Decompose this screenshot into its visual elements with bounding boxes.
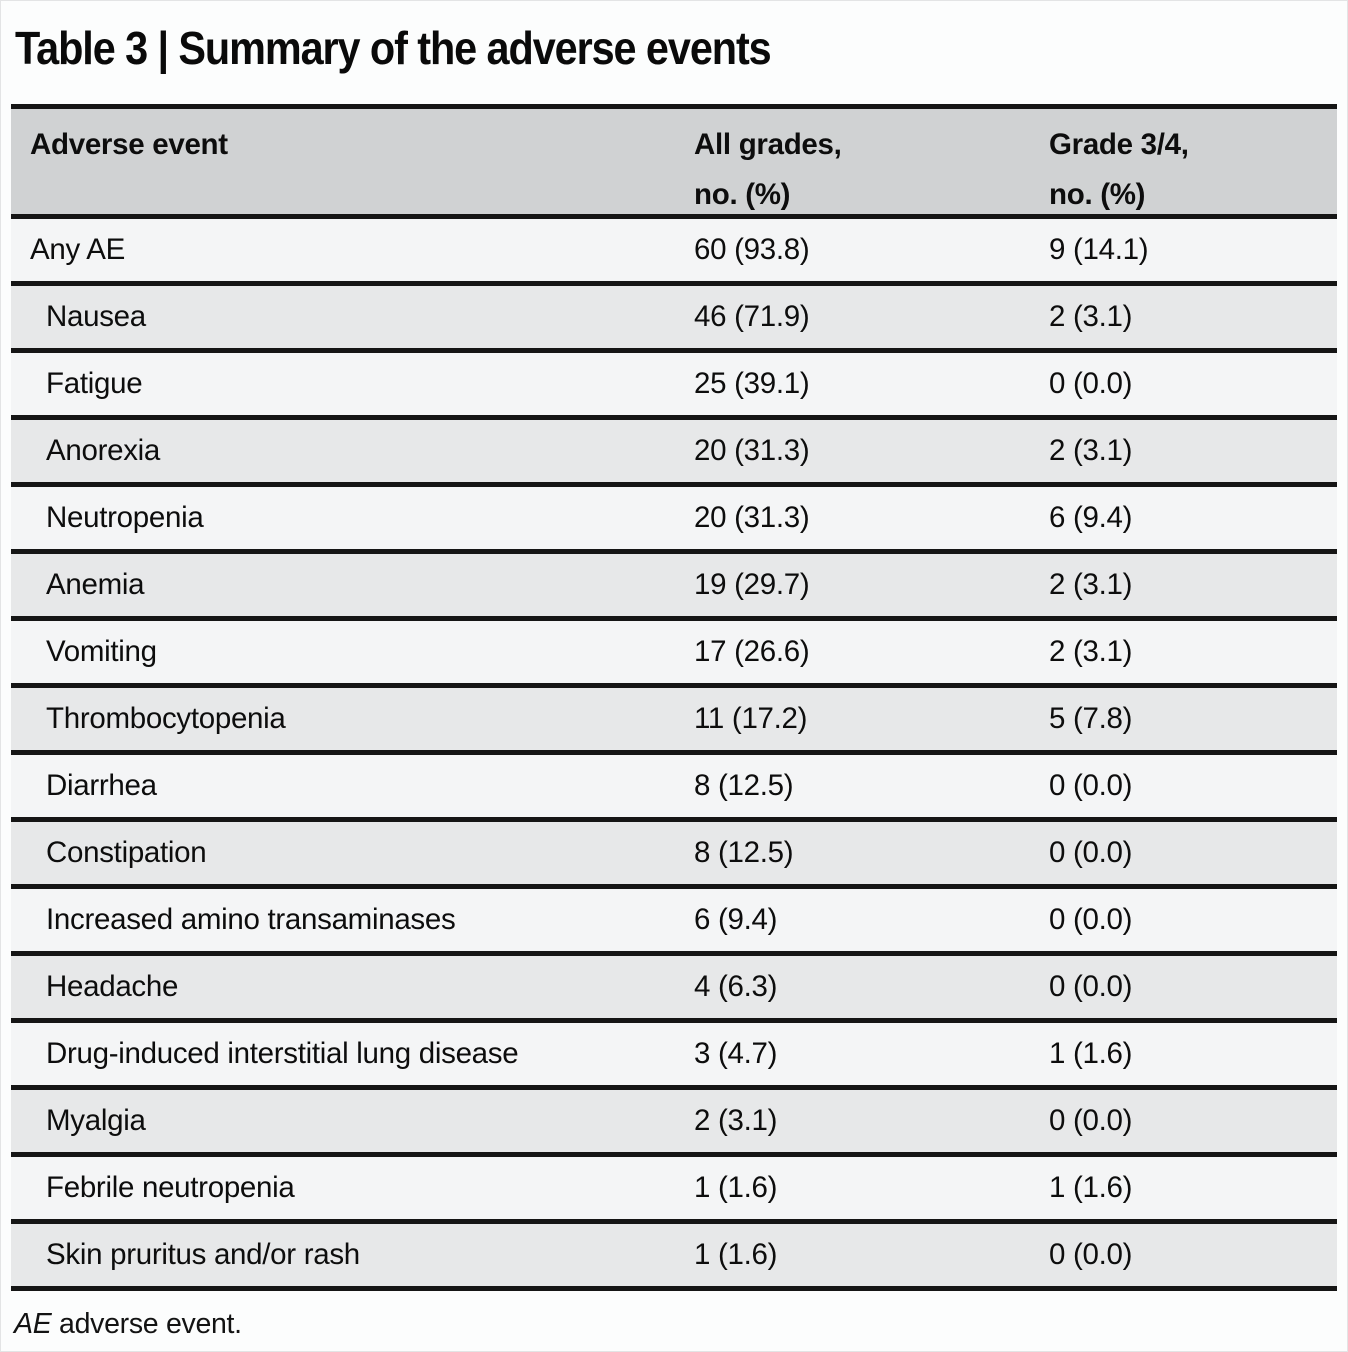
adverse-event-label: Anorexia bbox=[46, 434, 161, 467]
all-grades-value: 20 (31.3) bbox=[694, 434, 810, 467]
grade-3-4-value: 0 (0.0) bbox=[1049, 1238, 1133, 1271]
table-row: Vomiting 17 (26.6) 2 (3.1) bbox=[11, 621, 1337, 688]
adverse-event-label: Any AE bbox=[30, 233, 125, 266]
adverse-event-label: Increased amino transaminases bbox=[46, 903, 456, 936]
all-grades-value: 2 (3.1) bbox=[694, 1104, 778, 1137]
all-grades-value: 20 (31.3) bbox=[694, 501, 810, 534]
adverse-event-label: Skin pruritus and/or rash bbox=[46, 1238, 360, 1271]
adverse-event-label: Nausea bbox=[46, 300, 146, 333]
grade-3-4-value: 0 (0.0) bbox=[1049, 970, 1133, 1003]
adverse-events-table: Adverse event All grades, no. (%) Grade … bbox=[11, 104, 1337, 1291]
all-grades-value: 6 (9.4) bbox=[694, 903, 778, 936]
adverse-event-label: Febrile neutropenia bbox=[46, 1171, 295, 1204]
all-grades-value: 8 (12.5) bbox=[694, 769, 794, 802]
column-header-adverse-event: Adverse event bbox=[30, 128, 228, 161]
adverse-event-label: Myalgia bbox=[46, 1104, 146, 1137]
grade-3-4-value: 0 (0.0) bbox=[1049, 1104, 1133, 1137]
table-row: Nausea 46 (71.9) 2 (3.1) bbox=[11, 286, 1337, 353]
adverse-event-label: Thrombocytopenia bbox=[46, 702, 286, 735]
column-header-all-grades: All grades, no. (%) bbox=[694, 128, 842, 211]
adverse-event-label: Neutropenia bbox=[46, 501, 204, 534]
table-row: Febrile neutropenia 1 (1.6) 1 (1.6) bbox=[11, 1157, 1337, 1224]
grade-3-4-value: 6 (9.4) bbox=[1049, 501, 1133, 534]
grade-3-4-value: 1 (1.6) bbox=[1049, 1037, 1133, 1070]
adverse-event-label: Drug-induced interstitial lung disease bbox=[46, 1037, 519, 1070]
footnote-abbreviation: AE bbox=[14, 1308, 52, 1340]
adverse-event-label: Fatigue bbox=[46, 367, 143, 400]
grade-3-4-value: 2 (3.1) bbox=[1049, 434, 1133, 467]
grade-3-4-value: 0 (0.0) bbox=[1049, 769, 1133, 802]
table-header-row: Adverse event All grades, no. (%) Grade … bbox=[11, 109, 1337, 219]
grade-3-4-value: 0 (0.0) bbox=[1049, 836, 1133, 869]
table-row: Increased amino transaminases 6 (9.4) 0 (0… bbox=[11, 889, 1337, 956]
adverse-event-label: Diarrhea bbox=[46, 769, 157, 802]
table-row: Diarrhea 8 (12.5) 0 (0.0) bbox=[11, 755, 1337, 822]
table-row: Fatigue 25 (39.1) 0 (0.0) bbox=[11, 353, 1337, 420]
all-grades-value: 1 (1.6) bbox=[694, 1238, 778, 1271]
table-row: Headache 4 (6.3) 0 (0.0) bbox=[11, 956, 1337, 1023]
table-footnote: AE adverse event. bbox=[14, 1308, 1347, 1341]
table-body: Any AE 60 (93.8) 9 (14.1) Nausea 46 (71.9) 2 … bbox=[11, 219, 1337, 1291]
all-grades-value: 25 (39.1) bbox=[694, 367, 810, 400]
grade-3-4-value: 9 (14.1) bbox=[1049, 233, 1149, 266]
all-grades-value: 3 (4.7) bbox=[694, 1037, 778, 1070]
all-grades-value: 19 (29.7) bbox=[694, 568, 810, 601]
table-row: Anorexia 20 (31.3) 2 (3.1) bbox=[11, 420, 1337, 487]
all-grades-value: 8 (12.5) bbox=[694, 836, 794, 869]
adverse-event-label: Constipation bbox=[46, 836, 207, 869]
adverse-event-label: Headache bbox=[46, 970, 179, 1003]
table-row: Neutropenia 20 (31.3) 6 (9.4) bbox=[11, 487, 1337, 554]
table-row: Skin pruritus and/or rash 1 (1.6) 0 (0.0) bbox=[11, 1224, 1337, 1291]
adverse-event-label: Anemia bbox=[46, 568, 145, 601]
all-grades-value: 60 (93.8) bbox=[694, 233, 810, 266]
table-row: Myalgia 2 (3.1) 0 (0.0) bbox=[11, 1090, 1337, 1157]
table-title: Table 3 | Summary of the adverse events bbox=[15, 22, 772, 74]
all-grades-value: 46 (71.9) bbox=[694, 300, 810, 333]
grade-3-4-value: 5 (7.8) bbox=[1049, 702, 1133, 735]
all-grades-value: 17 (26.6) bbox=[694, 635, 810, 668]
grade-3-4-value: 1 (1.6) bbox=[1049, 1171, 1133, 1204]
grade-3-4-value: 0 (0.0) bbox=[1049, 903, 1133, 936]
table-row: Constipation 8 (12.5) 0 (0.0) bbox=[11, 822, 1337, 889]
grade-3-4-value: 2 (3.1) bbox=[1049, 300, 1133, 333]
column-header-grade-3-4: Grade 3/4, no. (%) bbox=[1049, 128, 1189, 211]
all-grades-value: 4 (6.3) bbox=[694, 970, 778, 1003]
table-row: Thrombocytopenia 11 (17.2) 5 (7.8) bbox=[11, 688, 1337, 755]
table-row: Anemia 19 (29.7) 2 (3.1) bbox=[11, 554, 1337, 621]
footnote-text: adverse event. bbox=[59, 1308, 242, 1340]
table-row: Any AE 60 (93.8) 9 (14.1) bbox=[11, 219, 1337, 286]
all-grades-value: 11 (17.2) bbox=[694, 702, 808, 735]
adverse-event-label: Vomiting bbox=[46, 635, 157, 668]
all-grades-value: 1 (1.6) bbox=[694, 1171, 778, 1204]
grade-3-4-value: 0 (0.0) bbox=[1049, 367, 1133, 400]
grade-3-4-value: 2 (3.1) bbox=[1049, 635, 1133, 668]
table-row: Drug-induced interstitial lung disease 3 … bbox=[11, 1023, 1337, 1090]
grade-3-4-value: 2 (3.1) bbox=[1049, 568, 1133, 601]
